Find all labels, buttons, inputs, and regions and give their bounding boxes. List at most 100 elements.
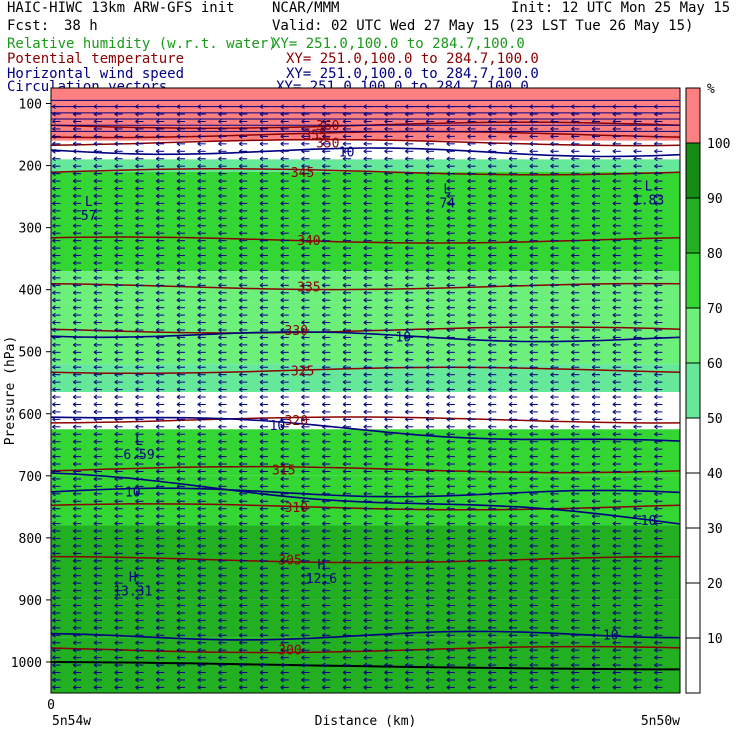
vector-head: [633, 565, 637, 571]
vector-head: [321, 111, 326, 117]
vector-head: [155, 565, 160, 571]
vector-head: [529, 617, 534, 623]
vector-head: [93, 215, 98, 221]
vector-head: [446, 104, 451, 110]
vector-head: [321, 119, 326, 124]
vector-head: [508, 387, 513, 392]
vector-head: [508, 275, 513, 281]
vector-head: [467, 305, 471, 311]
vector-head: [508, 171, 513, 177]
vector-head: [259, 245, 264, 251]
vector-head: [135, 625, 139, 631]
vector-head: [529, 625, 534, 631]
vector-head: [633, 357, 637, 363]
vector-head: [176, 364, 181, 370]
vector-head: [654, 677, 658, 683]
vector-head: [259, 469, 264, 474]
colorbar-tick-label: 30: [707, 522, 723, 537]
vector-head: [259, 483, 264, 489]
vector-head: [488, 491, 492, 497]
vector-head: [280, 595, 285, 601]
vector-head: [321, 364, 326, 370]
vector-head: [405, 640, 409, 646]
vector-head: [301, 431, 305, 437]
vector-head: [280, 550, 285, 556]
vector-head: [176, 617, 181, 623]
vector-head: [259, 387, 264, 392]
vector-head: [238, 491, 243, 497]
vector-head: [176, 260, 181, 266]
vector-head: [405, 610, 409, 616]
vector-head: [633, 305, 637, 311]
vector-head: [654, 193, 658, 199]
vector-head: [488, 141, 492, 147]
vector-head: [176, 268, 181, 273]
vector-head: [612, 670, 617, 675]
vector-head: [363, 379, 368, 385]
vector-head: [591, 282, 596, 288]
vector-head: [633, 297, 637, 303]
vector-head: [52, 647, 56, 653]
vector-head: [405, 625, 409, 631]
vector-head: [591, 431, 596, 437]
vector-head: [114, 312, 118, 318]
vector-head: [114, 528, 118, 534]
vector-head: [488, 290, 492, 296]
vector-head: [363, 372, 368, 378]
vector-head: [218, 476, 222, 482]
vector-head: [405, 409, 409, 415]
vector-head: [612, 372, 617, 378]
vector-head: [446, 349, 451, 355]
vector-head: [425, 111, 430, 117]
vector-head: [405, 320, 409, 325]
vector-head: [218, 684, 222, 690]
vector-head: [52, 364, 56, 370]
vector-head: [384, 357, 388, 363]
vector-head: [405, 469, 409, 474]
vector-head: [280, 483, 285, 489]
vector-head: [654, 148, 658, 154]
vector-head: [508, 439, 513, 445]
vector-head: [238, 528, 243, 534]
vector-head: [259, 536, 264, 541]
vector-head: [301, 684, 305, 690]
vector-head: [633, 379, 637, 385]
vector-head: [508, 647, 513, 653]
vector-head: [52, 372, 56, 378]
vector-head: [405, 655, 409, 661]
vector-head: [508, 200, 513, 206]
vector-head: [342, 513, 347, 519]
x-left-endpoint: 5n54w: [52, 714, 91, 729]
vector-head: [280, 640, 285, 646]
vector-head: [259, 268, 264, 273]
vector-head: [591, 580, 596, 586]
vector-head: [155, 156, 160, 162]
vector-head: [571, 186, 575, 191]
vector-head: [633, 446, 637, 452]
vector-head: [176, 670, 181, 675]
colorbar-tick-label: 70: [707, 302, 723, 317]
vector-head: [52, 595, 56, 601]
vector-head: [197, 632, 202, 638]
vector-head: [529, 677, 534, 683]
vector-head: [280, 335, 285, 340]
vector-head: [488, 625, 492, 631]
vector-head: [114, 476, 118, 482]
vector-head: [321, 141, 326, 147]
vector-head: [571, 133, 575, 139]
vector-head: [508, 625, 513, 631]
vector-head: [72, 268, 77, 273]
vector-head: [238, 603, 243, 608]
vector-head: [321, 662, 326, 668]
theta-contour: [51, 168, 680, 176]
vector-head: [384, 312, 388, 318]
vector-head: [301, 588, 305, 594]
vector-head: [259, 595, 264, 601]
vector-head: [405, 133, 409, 139]
field-rh-name: Relative humidity (w.r.t. water): [7, 36, 277, 52]
vector-head: [488, 409, 492, 415]
vector-head: [93, 647, 98, 653]
y-tick-label: 600: [19, 408, 42, 423]
vector-head: [52, 677, 56, 683]
vector-head: [280, 186, 285, 191]
